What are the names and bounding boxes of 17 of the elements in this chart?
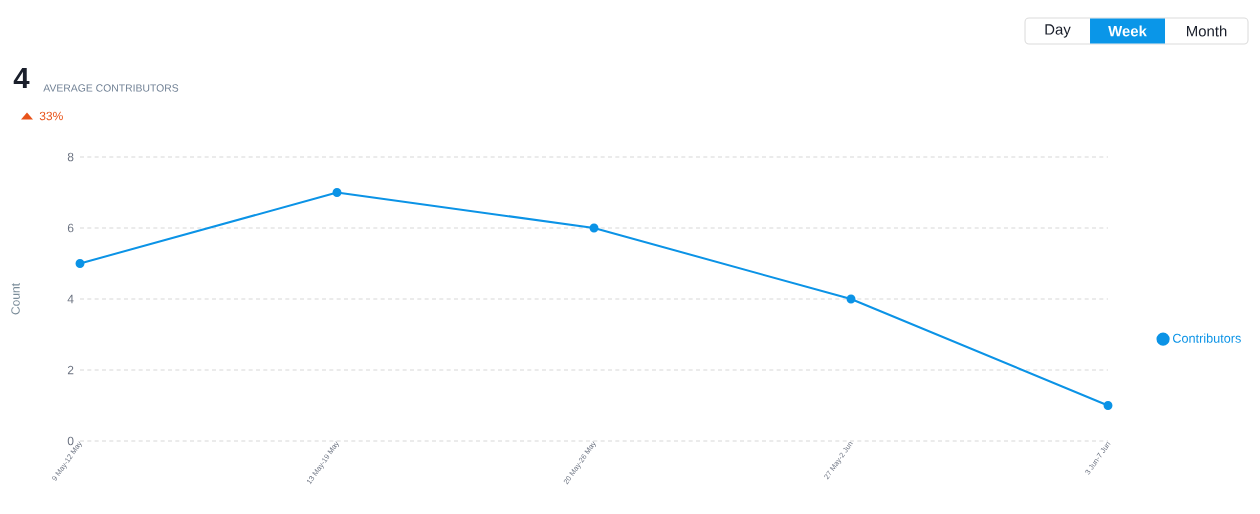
text: 33%: [39, 111, 63, 121]
point: [589, 223, 599, 233]
point: [332, 188, 342, 197]
y-tick-label: 8: [67, 152, 74, 162]
text: 4: [13, 67, 30, 89]
y-tick-label: 6: [67, 223, 74, 233]
point: [1103, 401, 1113, 410]
text: AVERAGE CONTRIBUTORS: [43, 84, 179, 92]
y-tick-label: 4: [67, 294, 74, 304]
text: Month: [1187, 25, 1227, 37]
y-tick-label: 2: [67, 365, 74, 375]
point: [846, 294, 856, 304]
text: Week: [1108, 25, 1147, 37]
text: Day: [1045, 24, 1071, 38]
legend-label: Contributors: [1172, 333, 1241, 343]
y-axis-title: Count: [11, 283, 20, 315]
point: [75, 259, 85, 268]
